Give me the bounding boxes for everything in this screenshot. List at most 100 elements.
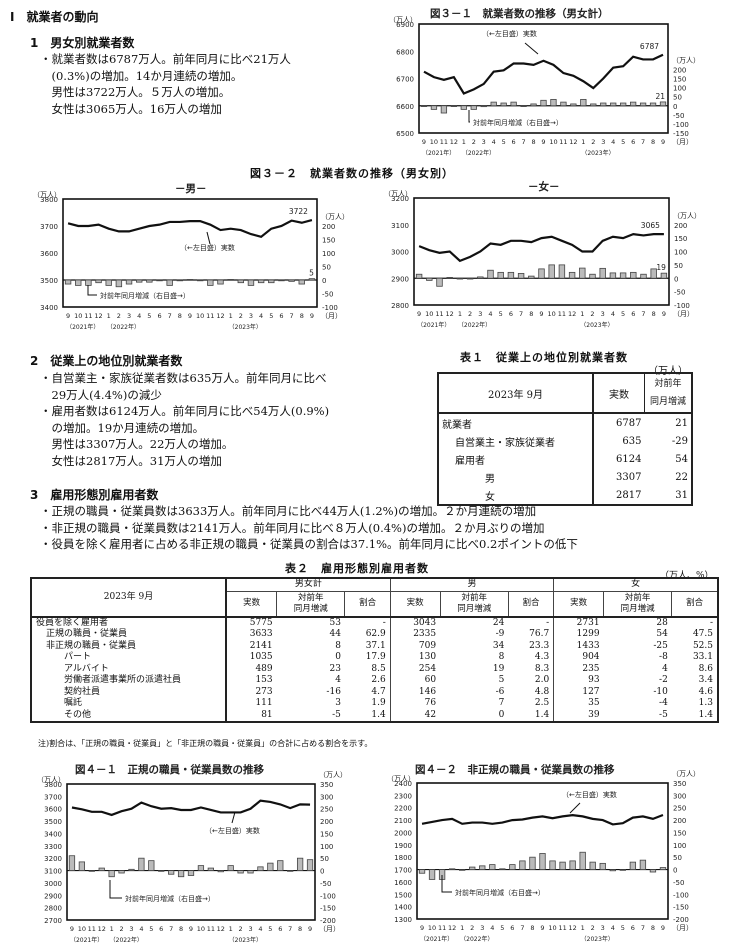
chart-4 [416,782,669,920]
year-label: （2023年） [229,323,262,331]
left-tick-label: 3700 [40,223,58,231]
bar [570,103,577,107]
right-tick-label: 350 [673,780,686,788]
left-tick-label: 2400 [394,780,412,788]
cell: 1.9 [371,698,386,709]
row-label: 嘱託 [31,698,227,710]
cell: 8 [335,640,341,651]
month-tick-label: 6 [279,312,283,320]
left-tick-label: 2000 [394,829,412,837]
year-label: （2023年） [229,936,262,944]
chart-0 [418,23,669,134]
month-tick-label: 4 [258,925,262,933]
cell: - [546,617,550,628]
cell: 2.6 [371,675,386,686]
bar [560,101,567,107]
row-label: 自営業主・家族従業者 [438,432,594,450]
cell: 1433 [553,640,604,652]
bar [128,868,135,871]
bar [78,861,86,871]
table2-col-header: 対前年 同月増減 [276,590,346,617]
bar [539,853,546,870]
bar [528,275,535,279]
bar-annotation: 対前年同月増減（右目盛→） [473,118,563,127]
year-label: （2021年） [66,323,99,331]
cell: 23.3 [529,640,550,651]
month-tick-label: 7 [641,138,645,146]
month-tick-label: 9 [539,310,543,318]
section1-heading: 1 男女別就業者数 [30,36,135,50]
month-tick-label: 12 [217,925,225,933]
cell: 235 [553,663,604,675]
year-label: （2022年） [462,149,495,157]
bar [630,101,637,107]
text-line: 男性は3307万人。22万人の増加。 [40,437,234,451]
month-tick-label: 8 [530,924,534,932]
bar [196,279,204,282]
bar [268,279,275,284]
table1-col-change: 同月増減 [649,397,686,407]
month-tick-label: 3 [127,312,131,320]
right-unit-label: （万人） [673,212,701,220]
month-tick-label: 8 [178,312,182,320]
table1-title: 表１ 従業上の地位別就業者数 [460,351,628,364]
right-tick-label: -100 [673,891,689,899]
bar [288,279,295,282]
left-unit-label: （万人） [389,16,417,24]
bar [88,870,95,872]
bar [599,862,606,870]
left-tick-label: 2800 [391,302,409,310]
bar [168,870,175,875]
left-tick-label: 3500 [44,818,62,826]
month-tick-label: 6 [510,924,514,932]
bar [257,866,264,871]
month-tick-label: 11 [207,925,215,933]
bar [517,273,525,279]
month-tick-label: 9 [540,924,544,932]
month-tick-label: 2 [590,310,594,318]
month-tick-label: 12 [94,312,102,320]
right-tick-label: -50 [322,291,333,299]
cell: 42 [389,709,441,722]
cell: 62.9 [365,629,386,640]
bar [499,868,506,871]
bar [569,860,576,870]
right-tick-label: 0 [673,867,677,875]
bar [629,861,637,870]
cell: 254 [389,663,441,675]
bar [649,869,657,873]
bar [207,279,214,286]
cell: 35 [553,698,604,710]
month-tick-label: 10 [549,138,557,146]
line-annotation: （←左目盛）実数 [482,29,537,38]
month-tick-label: 4 [611,924,615,932]
bar [558,264,566,279]
left-tick-label: 1700 [394,867,412,875]
table-row: 雇用者 6124 54 [438,450,692,468]
left-tick-label: 1800 [394,854,412,862]
table-row: 嘱託 111 3 1.9 76 7 2.5 35 -4 1.3 [31,698,718,710]
month-tick-label: 2 [591,138,595,146]
plot-frame [66,783,316,921]
right-tick-label: -100 [320,892,336,900]
bar [95,279,102,284]
chart-1 [62,198,318,308]
left-tick-label: 6800 [396,48,414,56]
month-tick-label: 9 [420,924,424,932]
left-tick-label: 2900 [44,892,62,900]
right-tick-label: -100 [673,121,689,129]
right-unit-label: （万人） [321,213,349,221]
left-tick-label: 1300 [394,916,412,924]
row-label: 男 [438,468,594,486]
cell: 22 [675,471,688,483]
right-unit-label: （万人） [672,770,700,778]
bar [589,273,596,279]
text-line: 女性は2817万人。31万人の増加 [40,453,222,468]
series-line [71,799,311,817]
year-label: （2022年） [110,936,143,944]
bar [267,862,274,871]
table2-note: 注)割合は、「正規の職員・従業員」と「非正規の職員・従業員」の合計に占める割合を… [38,739,373,748]
text-line: ・雇用者数は6124万人。前年同月に比べ54万人(0.9%) [40,404,330,418]
month-tick-label: 8 [300,312,304,320]
cell: 1.4 [534,709,550,720]
